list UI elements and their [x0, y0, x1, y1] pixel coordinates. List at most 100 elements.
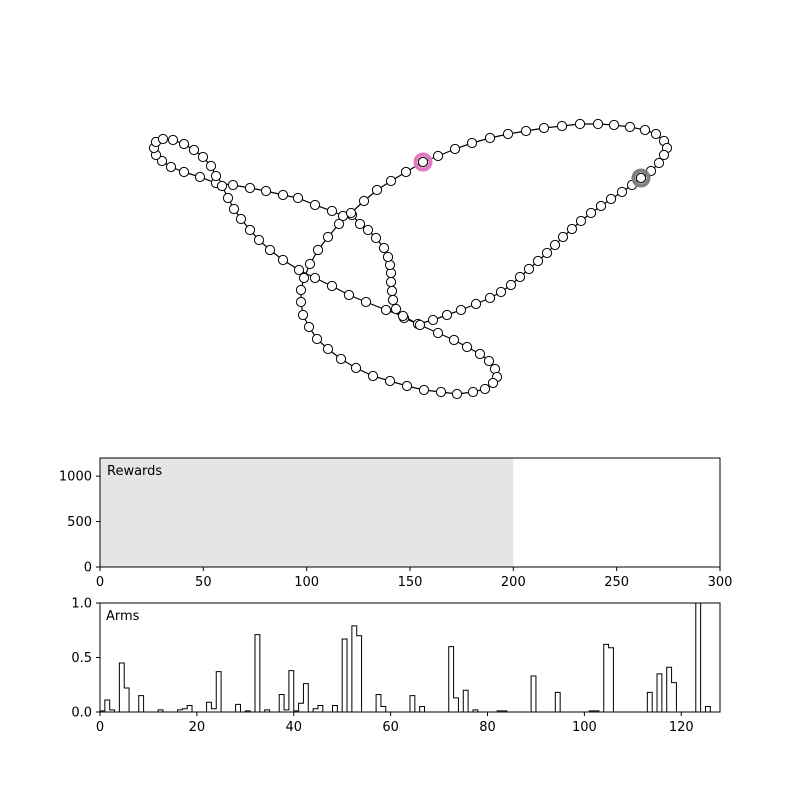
- tour-point-44: [387, 294, 399, 306]
- tour-point-124: [358, 195, 370, 207]
- tour-point-127: [400, 166, 412, 178]
- tour-point-112: [322, 343, 334, 355]
- tour-point-83: [253, 234, 265, 246]
- arms-xtick-label: 120: [669, 720, 694, 735]
- tour-point-2: [449, 143, 461, 155]
- tour-point-98: [483, 355, 495, 367]
- tour-point-3: [466, 137, 478, 149]
- tour-point-10: [592, 118, 604, 130]
- tour-point-119: [304, 258, 316, 270]
- tour-point-73: [178, 138, 190, 150]
- tour-point-77: [210, 170, 222, 182]
- tour-point-104: [451, 388, 463, 400]
- rewards-y-ticks: 0 500 1000: [59, 470, 100, 576]
- tour-point-43: [390, 303, 402, 315]
- tour-point-24: [595, 200, 607, 212]
- tour-point-35: [495, 286, 507, 298]
- tour-point-38: [455, 304, 467, 316]
- tour-point-92: [397, 310, 409, 322]
- tour-point-84: [264, 244, 276, 256]
- tour-point-18: [653, 157, 665, 169]
- tour-point-71: [157, 133, 169, 145]
- tour-point-81: [235, 213, 247, 225]
- tour-point-79: [222, 192, 234, 204]
- tour-point-33: [514, 271, 526, 283]
- tour-point-22: [616, 186, 628, 198]
- tour-point-31: [532, 255, 544, 267]
- tour-point-114: [303, 321, 315, 333]
- tour-point-28: [557, 231, 569, 243]
- tour-point-80: [228, 203, 240, 215]
- tour-point-120: [312, 244, 324, 256]
- tour-point-67: [156, 155, 168, 167]
- rewards-ytick-label: 0: [84, 561, 92, 576]
- rewards-x-ticks: 0 50 100 150 200 250 300: [96, 567, 733, 590]
- arms-ytick-label: 1.0: [71, 597, 92, 612]
- tour-point-117: [295, 284, 307, 296]
- tour-point-49: [382, 251, 394, 263]
- arms-x-ticks: 0 20 40 60 80 100 120: [96, 712, 694, 735]
- tour-point-65: [178, 166, 190, 178]
- tour-point-93: [414, 319, 426, 331]
- rewards-xtick-label: 100: [294, 575, 319, 590]
- tour-point-94: [432, 327, 444, 339]
- tour-point-34: [505, 279, 517, 291]
- tour-point-87: [309, 272, 321, 284]
- tour-point-88: [326, 280, 338, 292]
- arms-xtick-label: 80: [479, 720, 496, 735]
- tour-point-40: [427, 314, 439, 326]
- tour-point-78: [216, 180, 228, 192]
- tour-point-57: [309, 199, 321, 211]
- rewards-xtick-label: 200: [501, 575, 526, 590]
- rewards-ytick-label: 500: [67, 515, 92, 530]
- arms-xtick-label: 20: [189, 720, 206, 735]
- tour-point-125: [371, 184, 383, 196]
- tour-point-75: [197, 151, 209, 163]
- tour-point-32: [523, 263, 535, 275]
- arms-y-ticks: 0.0 0.5 1.0: [71, 597, 100, 721]
- tour-point-110: [350, 362, 362, 374]
- tour-point-97: [474, 348, 486, 360]
- tour-point-46: [385, 276, 397, 288]
- rewards-xtick-label: 150: [398, 575, 423, 590]
- tour-point-30: [541, 247, 553, 259]
- arms-ytick-label: 0.5: [71, 651, 92, 666]
- tour-point-53: [354, 218, 366, 230]
- tour-point-11: [608, 119, 620, 131]
- highlight-ring-0: [413, 152, 433, 172]
- arms-panel: Arms 0 20 40 60 80 100 120 0.0 0.5 1.0: [71, 597, 721, 735]
- tour-highlights: [413, 152, 651, 188]
- tour-point-52: [362, 224, 374, 236]
- tour-point-96: [461, 341, 473, 353]
- tour-point-101: [487, 377, 499, 389]
- highlight-point-0: [417, 156, 429, 168]
- rewards-label: Rewards: [107, 464, 162, 479]
- tour-point-115: [297, 309, 309, 321]
- tour-point-85: [277, 254, 289, 266]
- tour-point-25: [585, 207, 597, 219]
- tour-point-50: [378, 242, 390, 254]
- tour-point-111: [335, 353, 347, 365]
- arms-xtick-label: 100: [572, 720, 597, 735]
- tour-point-45: [386, 285, 398, 297]
- tour-point-62: [227, 179, 239, 191]
- tour-point-108: [384, 375, 396, 387]
- tour-point-61: [244, 182, 256, 194]
- tour-line: [153, 123, 668, 395]
- tour-point-103: [467, 386, 479, 398]
- rewards-xtick-label: 300: [708, 575, 733, 590]
- arms-xtick-label: 40: [285, 720, 302, 735]
- tour-point-64: [194, 171, 206, 183]
- tour-point-118: [298, 272, 310, 284]
- tour-point-122: [333, 218, 345, 230]
- tour-point-27: [566, 223, 578, 235]
- tour-point-91: [380, 304, 392, 316]
- tour-point-17: [658, 149, 670, 161]
- tour-point-7: [538, 122, 550, 134]
- tour-point-29: [549, 239, 561, 251]
- tour-point-123: [345, 207, 357, 219]
- tour-point-113: [311, 333, 323, 345]
- tour-point-51: [370, 232, 382, 244]
- tour-point-8: [556, 120, 568, 132]
- arms-xtick-label: 60: [382, 720, 399, 735]
